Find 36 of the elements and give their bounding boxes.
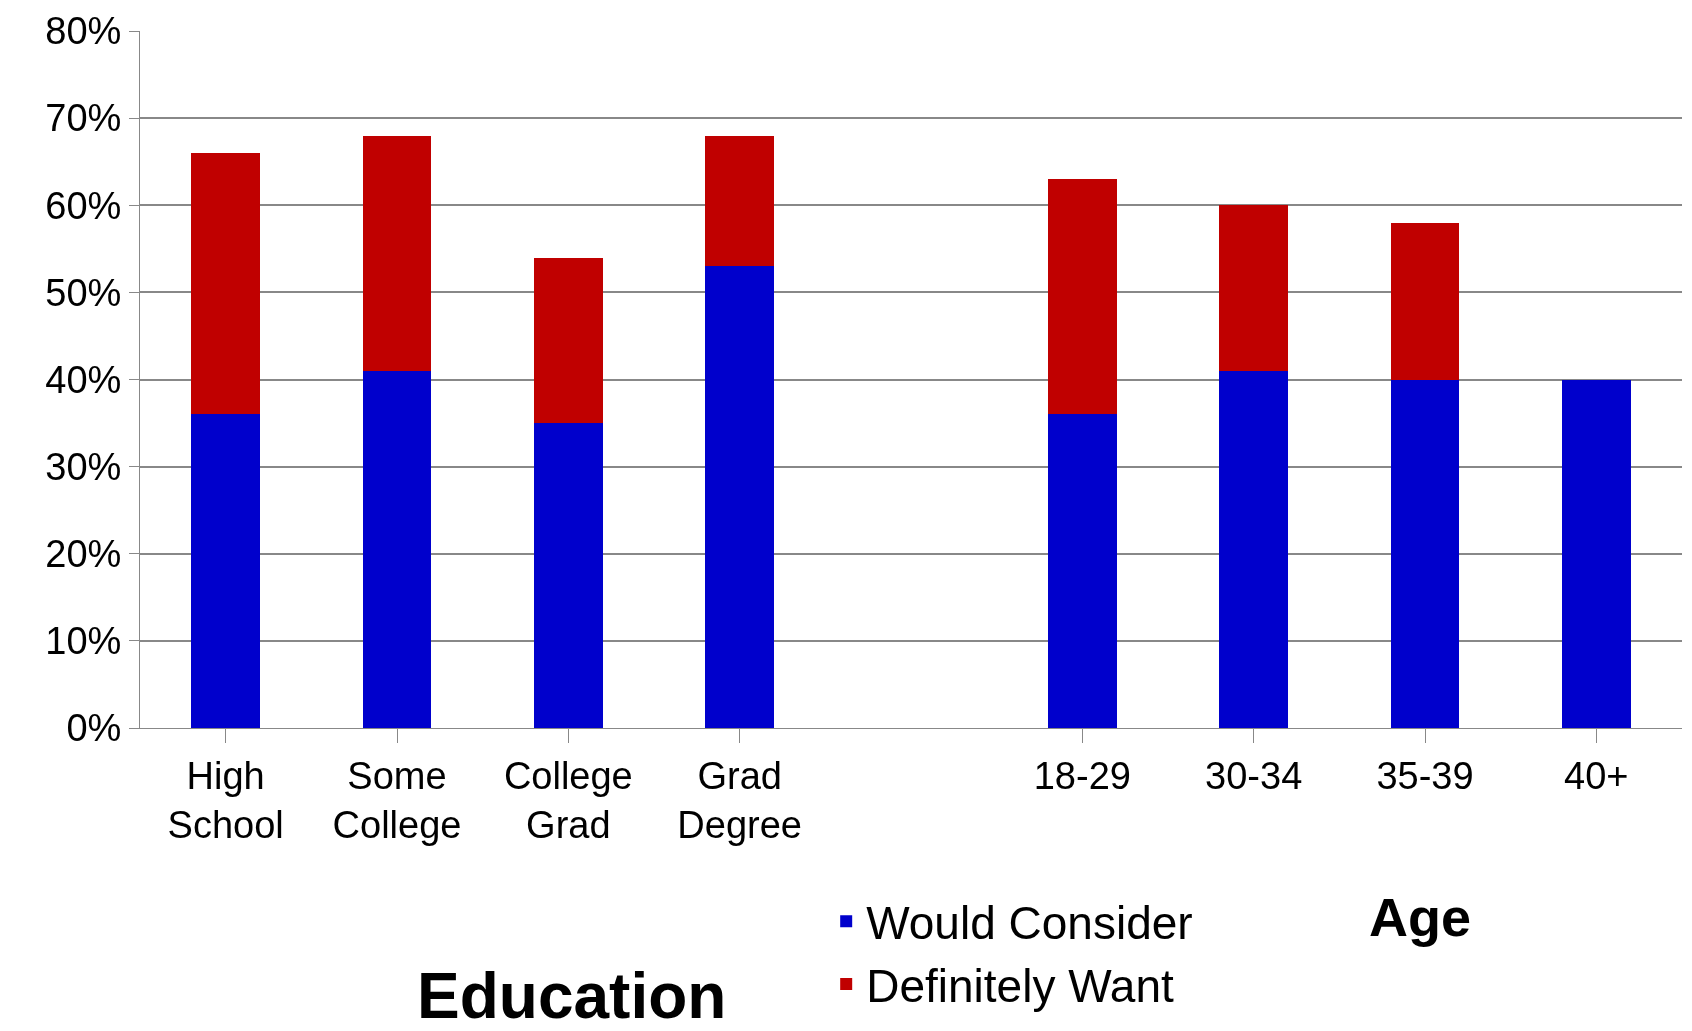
- y-tick-label: 50%: [45, 271, 122, 314]
- y-tick-label: 70%: [45, 97, 122, 140]
- bar: [191, 414, 260, 728]
- bar: [1048, 414, 1117, 728]
- y-tick-label: 80%: [45, 10, 122, 53]
- x-tick-label: 30-34: [1205, 754, 1303, 797]
- x-tick-label: Grad Degree: [677, 754, 802, 846]
- y-tick-label: 0%: [66, 707, 122, 750]
- legend-label: Definitely Want: [866, 959, 1175, 1012]
- y-tick-label: 10%: [45, 620, 122, 663]
- bar: [362, 370, 432, 728]
- text: Education: [417, 960, 727, 1031]
- x-tick-label: 35-39: [1376, 754, 1474, 797]
- bar: [1390, 222, 1460, 380]
- bar: [705, 266, 774, 728]
- bar: [534, 257, 603, 424]
- bar: [1219, 370, 1288, 728]
- bar: [1390, 379, 1460, 728]
- text: Age: [1369, 887, 1472, 947]
- y-tick-label: 20%: [45, 533, 122, 576]
- bar: [1048, 179, 1117, 415]
- x-tick-label: High School: [167, 754, 284, 846]
- y-tick-label: 30%: [45, 445, 122, 488]
- bar: [1219, 205, 1288, 371]
- x-tick-label: Some College: [332, 754, 462, 846]
- legend-label: Would Consider: [866, 897, 1193, 950]
- bar: [1562, 379, 1631, 728]
- x-tick-label: 18-29: [1033, 754, 1131, 797]
- bar: [534, 423, 603, 728]
- x-tick-label: College Grad: [503, 754, 633, 846]
- bar: [191, 152, 260, 415]
- x-tick-label: 40+: [1564, 754, 1629, 797]
- bar: [705, 135, 774, 267]
- y-tick-label: 40%: [45, 358, 122, 401]
- bar: [362, 135, 432, 371]
- y-tick-label: 60%: [45, 184, 122, 227]
